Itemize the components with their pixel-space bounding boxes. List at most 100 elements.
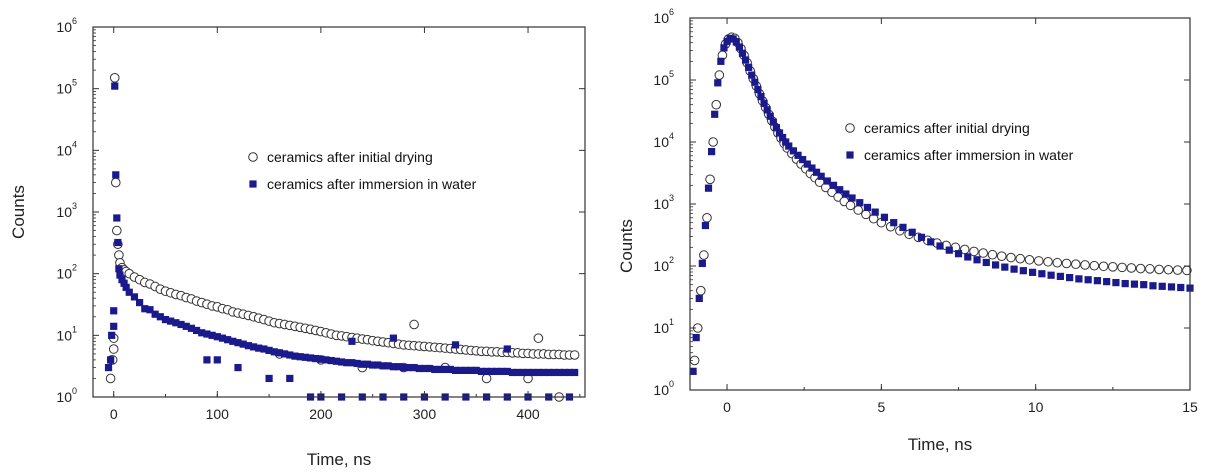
data-point-water-56 — [964, 253, 972, 261]
series-initial-drying — [689, 32, 1192, 366]
data-point-water-87 — [503, 367, 511, 376]
data-point-water-75 — [441, 365, 449, 374]
data-point-drying-61 — [1015, 253, 1026, 264]
y-tick-label: 105 — [56, 78, 77, 97]
data-point-water-23 — [760, 99, 768, 107]
data-point-drying-78 — [1172, 265, 1183, 275]
x-axis: 0 5 10 15 — [723, 18, 1198, 415]
data-point-water-78 — [457, 366, 465, 374]
y-tick-label: 101 — [56, 324, 77, 343]
data-point-drying-68 — [1080, 260, 1090, 270]
data-point-drying-56 — [969, 246, 979, 257]
y-tick-label: 102 — [56, 263, 77, 282]
data-point-water-72 — [426, 364, 434, 373]
data-point-water-65 — [389, 363, 397, 371]
data-point-water-45 — [286, 351, 294, 359]
data-point-water-58 — [353, 359, 361, 368]
data-point-water-12 — [120, 279, 128, 287]
data-point-water-76 — [446, 365, 454, 374]
data-point-drying-3 — [108, 344, 119, 354]
data-point-water-38 — [817, 172, 825, 180]
plot-frame — [92, 26, 586, 398]
data-point-drying-100 — [569, 350, 580, 360]
data-point-water-48 — [890, 219, 898, 227]
data-point-water-77 — [1158, 282, 1166, 290]
data-point-water-71 — [1103, 278, 1111, 286]
legend-label-drying: ceramics after initial drying — [267, 149, 433, 165]
data-point-water-49 — [899, 223, 907, 231]
data-point-water-7 — [711, 110, 719, 118]
data-point-water-53 — [936, 242, 944, 250]
y-tick-label: 105 — [653, 69, 674, 88]
data-point-drying-63 — [1033, 256, 1044, 266]
data-point-water-38 — [249, 343, 258, 351]
data-point-water-25 — [766, 112, 774, 120]
data-point-drying-73 — [1126, 263, 1137, 273]
data-point-water-17 — [141, 305, 149, 313]
data-point-water-8 — [714, 79, 722, 87]
data-point-water-60 — [1001, 263, 1009, 271]
data-point-water-4 — [701, 221, 710, 230]
data-point-drying-66 — [1061, 258, 1072, 269]
x-tick-label: 10 — [1028, 399, 1044, 415]
data-point-drying-3 — [699, 250, 709, 260]
data-point-drying-5 — [109, 73, 120, 83]
data-point-drying-77 — [1163, 264, 1174, 275]
data-point-drying-106 — [481, 373, 492, 384]
data-point-water-29 — [778, 133, 787, 142]
data-point-water-25 — [182, 322, 190, 330]
data-point-water-80 — [467, 366, 475, 374]
legend-label-water: ceramics after immersion in water — [267, 176, 477, 192]
data-point-water-36 — [239, 340, 247, 348]
data-point-water-22 — [167, 317, 175, 325]
data-point-water-73 — [1121, 280, 1129, 288]
data-point-water-41 — [836, 186, 844, 194]
data-point-water-52 — [927, 238, 935, 246]
data-point-water-9 — [115, 265, 123, 273]
data-point-drying-62 — [1024, 254, 1035, 265]
data-point-drying-71 — [1108, 262, 1118, 272]
data-point-water-73 — [431, 365, 439, 374]
data-point-drying-58 — [987, 249, 998, 260]
data-point-water-65 — [1047, 271, 1055, 279]
x-tick-label: 400 — [516, 406, 540, 422]
data-point-water-75 — [1140, 281, 1148, 289]
data-point-water-15 — [130, 293, 139, 301]
data-point-water-36 — [808, 164, 816, 172]
data-point-drying-70 — [1098, 261, 1109, 272]
data-point-water-55 — [337, 358, 346, 366]
data-point-water-19 — [748, 71, 756, 79]
data-point-water-64 — [1038, 270, 1046, 278]
data-point-water-15 — [735, 43, 743, 51]
data-point-water-10 — [720, 44, 728, 52]
y-tick-label: 106 — [653, 7, 674, 26]
data-point-water-27 — [192, 326, 201, 335]
data-point-water-30 — [208, 331, 216, 339]
data-point-water-51 — [917, 233, 926, 241]
data-point-water-70 — [415, 364, 423, 373]
y-tick-label: 104 — [56, 139, 77, 158]
data-point-water-6 — [112, 171, 120, 179]
x-axis-title: Time, ns — [307, 450, 372, 469]
data-point-water-68 — [405, 363, 413, 372]
data-point-water-85 — [493, 367, 501, 376]
data-point-water-79 — [1177, 283, 1185, 292]
data-point-water-14 — [732, 38, 740, 46]
legend-label-drying: ceramics after initial drying — [864, 120, 1030, 136]
data-point-drying-5 — [705, 174, 715, 185]
data-point-drying-76 — [1154, 264, 1164, 275]
y-axis-title: Counts — [9, 185, 28, 239]
data-point-drying-72 — [1117, 262, 1127, 273]
data-point-water-79 — [462, 366, 470, 374]
data-point-water-102 — [213, 356, 221, 364]
data-point-drying-65 — [1052, 257, 1063, 268]
data-point-drying-7 — [112, 225, 122, 236]
data-point-water-19 — [151, 310, 159, 318]
data-point-water-83 — [483, 367, 491, 376]
data-point-drying-109 — [409, 319, 419, 330]
data-point-water-1 — [107, 356, 115, 364]
y-tick-label: 103 — [56, 201, 77, 220]
data-point-drying-0 — [105, 373, 116, 384]
y-tick-label: 103 — [653, 193, 674, 212]
data-point-water-97 — [555, 368, 563, 377]
